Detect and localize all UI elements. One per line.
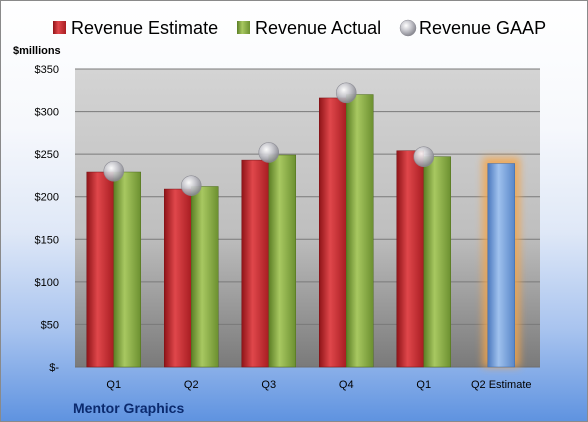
y-tick-label: $250 [35, 149, 59, 161]
x-axis: Q1 Q2 Q3 Q4 Q1 Q2 Estimate [106, 379, 531, 391]
y-tick-label: $- [49, 362, 59, 374]
bar-revenue-actual [268, 154, 296, 368]
x-tick-label: Q4 [339, 379, 354, 391]
bars [86, 82, 520, 368]
bar-revenue-estimate [86, 171, 114, 368]
bar-revenue-estimate [241, 159, 269, 368]
legend-swatch [53, 21, 66, 34]
y-tick-label: $200 [35, 192, 59, 204]
bar-revenue-actual [191, 186, 219, 368]
x-tick-label: Q2 Estimate [471, 379, 532, 391]
plot-area [75, 69, 540, 367]
legend-swatch [237, 21, 250, 34]
marker-revenue-gaap [413, 146, 435, 167]
marker-revenue-gaap [180, 175, 202, 196]
x-tick-label: Q2 [184, 379, 199, 391]
x-tick-label: Q1 [106, 379, 121, 391]
y-tick-label: $100 [35, 277, 59, 289]
legend-label: Revenue GAAP [419, 18, 546, 38]
company-name: Mentor Graphics [73, 400, 184, 416]
bar-q2-estimate [487, 163, 515, 368]
legend-swatch [399, 19, 417, 37]
legend-label: Revenue Estimate [71, 18, 218, 38]
bar-revenue-actual [423, 156, 451, 368]
bar-revenue-estimate [164, 188, 192, 368]
marker-revenue-gaap [103, 160, 125, 182]
unit-label: $millions [13, 45, 61, 57]
legend-label: Revenue Actual [255, 18, 381, 38]
marker-revenue-gaap [335, 82, 357, 104]
x-tick-label: Q1 [416, 379, 431, 391]
y-axis: $- $50 $100 $150 $200 $250 $300 $350 [35, 64, 60, 374]
y-tick-label: $150 [35, 234, 59, 246]
gridlines [75, 68, 540, 368]
bar-revenue-actual [346, 94, 374, 368]
bar-revenue-estimate [396, 150, 424, 368]
legend: Revenue Estimate Revenue Actual Revenue GA… [53, 18, 546, 38]
y-tick-label: $350 [35, 64, 59, 76]
bar-revenue-estimate [319, 97, 347, 368]
y-tick-label: $300 [35, 107, 59, 119]
y-tick-label: $50 [41, 319, 59, 331]
bar-revenue-actual [113, 171, 141, 368]
x-tick-label: Q3 [261, 379, 276, 391]
marker-revenue-gaap [258, 142, 280, 163]
